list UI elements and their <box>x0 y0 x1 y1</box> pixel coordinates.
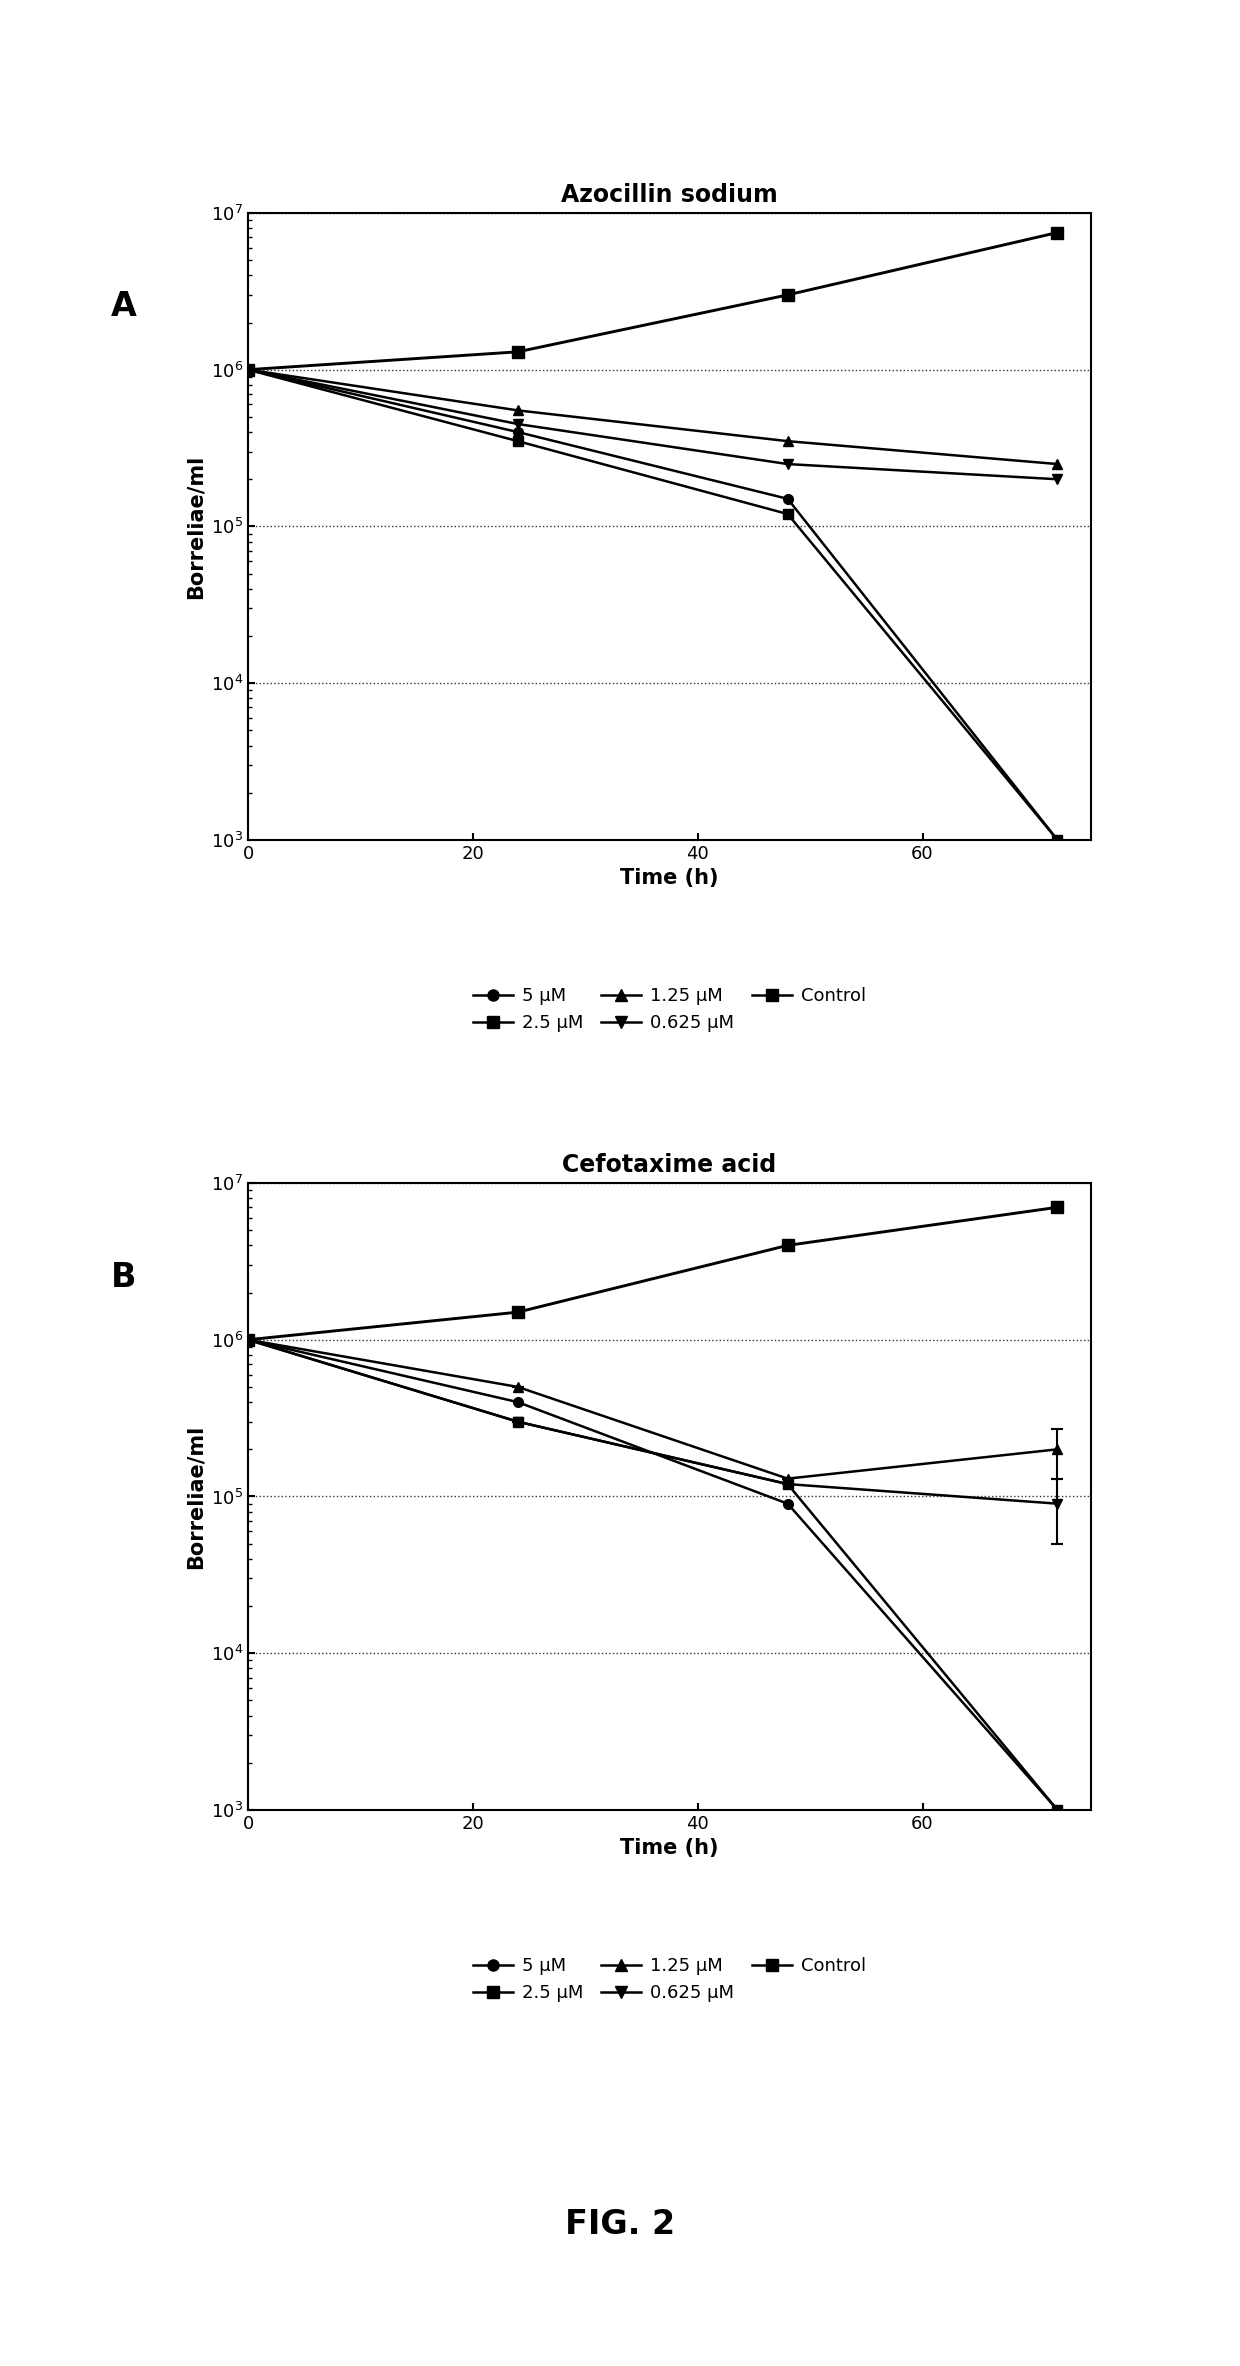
Y-axis label: Borreliae/ml: Borreliae/ml <box>185 454 206 599</box>
Text: FIG. 2: FIG. 2 <box>565 2207 675 2241</box>
Title: Azocillin sodium: Azocillin sodium <box>562 182 777 206</box>
Text: B: B <box>112 1261 136 1294</box>
Title: Cefotaxime acid: Cefotaxime acid <box>563 1152 776 1176</box>
Y-axis label: Borreliae/ml: Borreliae/ml <box>185 1424 206 1569</box>
X-axis label: Time (h): Time (h) <box>620 1838 719 1857</box>
Text: A: A <box>112 291 136 324</box>
X-axis label: Time (h): Time (h) <box>620 868 719 887</box>
Legend: 5 μM, 2.5 μM, 1.25 μM, 0.625 μM, Control: 5 μM, 2.5 μM, 1.25 μM, 0.625 μM, Control <box>474 1957 866 2002</box>
Legend: 5 μM, 2.5 μM, 1.25 μM, 0.625 μM, Control: 5 μM, 2.5 μM, 1.25 μM, 0.625 μM, Control <box>474 987 866 1032</box>
